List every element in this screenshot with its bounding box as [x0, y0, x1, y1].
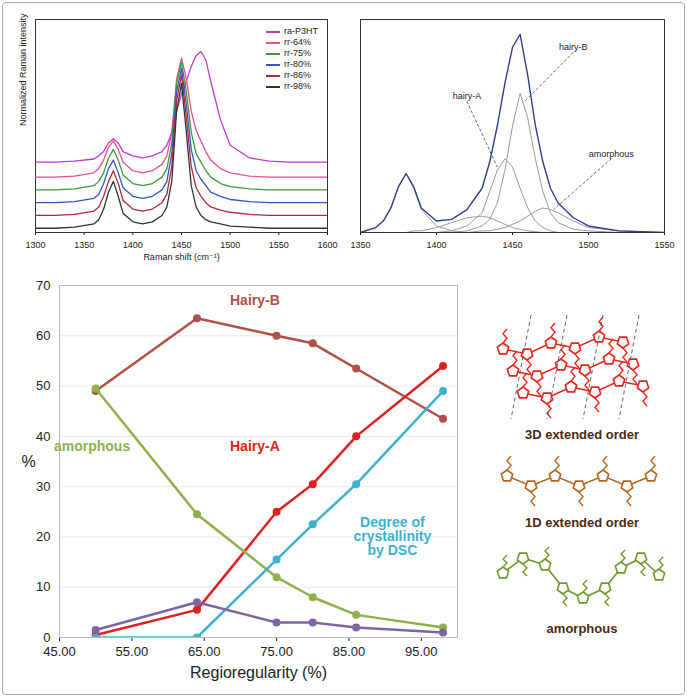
- svg-text:%: %: [22, 453, 36, 470]
- svg-text:1600: 1600: [317, 240, 337, 250]
- svg-text:Raman shift (cm⁻¹): Raman shift (cm⁻¹): [143, 252, 219, 262]
- svg-text:50: 50: [36, 378, 50, 393]
- html-text:rr-64%: rr-64%: [284, 37, 311, 47]
- svg-text:30: 30: [36, 479, 50, 494]
- svg-text:amorphous: amorphous: [54, 438, 130, 454]
- svg-text:1300: 1300: [25, 240, 45, 250]
- svg-text:Regioregularity (%): Regioregularity (%): [190, 664, 327, 681]
- svg-text:1450: 1450: [171, 240, 191, 250]
- svg-text:Hairy-A: Hairy-A: [230, 438, 280, 454]
- svg-text:1500: 1500: [578, 240, 598, 250]
- svg-text:Hairy-B: Hairy-B: [230, 292, 280, 308]
- svg-text:1350: 1350: [74, 240, 94, 250]
- svg-text:65.00: 65.00: [188, 644, 221, 659]
- html-text:rr-98%: rr-98%: [284, 81, 311, 91]
- html-text:rr-80%: rr-80%: [284, 59, 311, 69]
- svg-text:Degree ofcrystallinityby DSC: Degree ofcrystallinityby DSC: [353, 514, 431, 558]
- svg-text:1500: 1500: [220, 240, 240, 250]
- svg-text:1550: 1550: [654, 240, 674, 250]
- svg-text:amorphous: amorphous: [547, 621, 618, 636]
- svg-text:1D extended order: 1D extended order: [525, 515, 639, 530]
- svg-text:hairy-B: hairy-B: [559, 42, 588, 52]
- html-text:ra-P3HT: ra-P3HT: [284, 26, 318, 36]
- svg-text:hairy-A: hairy-A: [453, 91, 482, 101]
- html-text:rr-86%: rr-86%: [284, 70, 311, 80]
- svg-text:3D extended order: 3D extended order: [525, 427, 639, 442]
- svg-text:70: 70: [36, 278, 50, 293]
- svg-text:Normalized Raman intensity: Normalized Raman intensity: [18, 13, 28, 126]
- svg-text:75.00: 75.00: [260, 644, 293, 659]
- svg-text:85.00: 85.00: [333, 644, 366, 659]
- svg-text:1400: 1400: [123, 240, 143, 250]
- svg-text:45.00: 45.00: [43, 644, 76, 659]
- svg-text:60: 60: [36, 328, 50, 343]
- svg-text:1450: 1450: [502, 240, 522, 250]
- svg-text:20: 20: [36, 529, 50, 544]
- svg-text:1400: 1400: [426, 240, 446, 250]
- svg-text:amorphous: amorphous: [589, 149, 635, 159]
- svg-text:10: 10: [36, 579, 50, 594]
- svg-text:1550: 1550: [269, 240, 289, 250]
- svg-text:1350: 1350: [350, 240, 370, 250]
- svg-text:40: 40: [36, 429, 50, 444]
- svg-text:0: 0: [43, 630, 50, 645]
- svg-text:95.00: 95.00: [405, 644, 438, 659]
- svg-text:55.00: 55.00: [116, 644, 149, 659]
- html-text:rr-75%: rr-75%: [284, 48, 311, 58]
